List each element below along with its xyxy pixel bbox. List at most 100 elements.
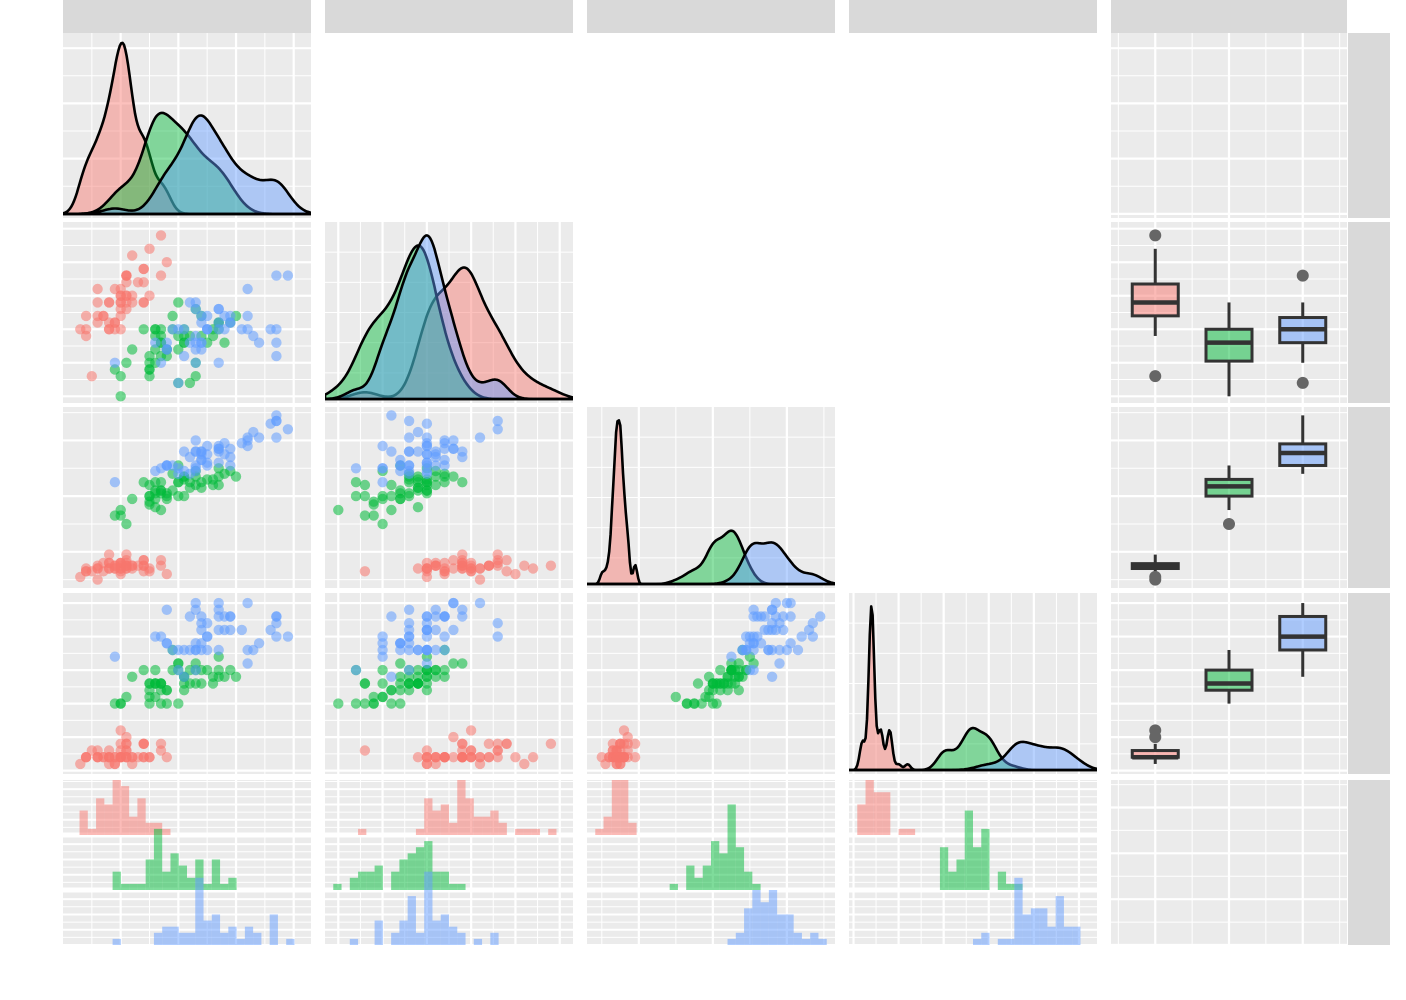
point-virginica xyxy=(161,638,172,649)
point-virginica xyxy=(421,644,433,656)
point-virginica xyxy=(448,624,459,636)
point-versicolor xyxy=(207,479,219,491)
point-setosa xyxy=(519,560,530,571)
point-setosa xyxy=(132,277,144,288)
boxplot-virginica xyxy=(1278,603,1328,677)
point-virginica xyxy=(190,638,201,649)
histogram-bar xyxy=(981,828,990,890)
point-versicolor xyxy=(155,488,167,499)
histogram-bar xyxy=(112,780,121,835)
histogram-bar xyxy=(96,798,105,835)
point-setosa xyxy=(448,555,459,566)
histogram-bar xyxy=(473,938,483,945)
point-setosa xyxy=(412,752,424,763)
point-setosa xyxy=(80,324,92,335)
histogram-bar xyxy=(228,926,237,945)
point-virginica xyxy=(457,451,468,463)
point-setosa xyxy=(103,297,115,308)
histogram-bar xyxy=(457,780,466,835)
histogram-virginica xyxy=(973,877,1081,945)
point-setosa xyxy=(115,324,126,335)
point-versicolor xyxy=(377,664,388,676)
point-versicolor xyxy=(144,499,155,510)
histogram-bar xyxy=(407,853,416,890)
point-virginica xyxy=(421,432,433,443)
point-virginica xyxy=(430,624,441,636)
point-virginica xyxy=(109,651,121,662)
point-virginica xyxy=(457,611,468,622)
panel-r3-c4 xyxy=(1111,593,1347,774)
point-setosa xyxy=(115,563,126,574)
histogram-bar xyxy=(548,828,557,835)
point-virginica xyxy=(196,317,207,328)
point-virginica xyxy=(807,631,818,642)
points-group xyxy=(333,597,557,770)
points-group xyxy=(75,597,294,770)
point-setosa xyxy=(92,310,103,322)
point-setosa xyxy=(103,563,115,574)
point-virginica xyxy=(242,440,253,452)
point-virginica xyxy=(774,644,785,656)
point-setosa xyxy=(155,555,167,566)
histogram-bar xyxy=(810,932,819,945)
point-virginica xyxy=(448,443,459,454)
point-setosa xyxy=(421,563,433,574)
point-virginica xyxy=(178,350,190,362)
histogram-bar xyxy=(440,871,449,890)
point-setosa xyxy=(474,563,486,574)
point-virginica xyxy=(421,418,433,429)
histogram-bar xyxy=(137,798,146,835)
point-setosa xyxy=(448,752,459,763)
histogram-bar xyxy=(1055,896,1064,945)
point-setosa xyxy=(501,566,512,577)
histogram-bar xyxy=(432,920,441,945)
histogram-bar xyxy=(473,816,483,835)
histogram-versicolor xyxy=(112,828,237,890)
point-virginica xyxy=(403,638,415,649)
histogram-bar xyxy=(333,883,342,890)
point-versicolor xyxy=(430,471,441,482)
histogram-bar xyxy=(211,859,221,890)
point-setosa xyxy=(421,745,433,756)
histogram-virginica xyxy=(349,871,499,945)
histogram-bar xyxy=(939,847,949,890)
point-virginica xyxy=(748,664,759,676)
point-virginica xyxy=(395,638,406,649)
point-virginica xyxy=(242,658,253,669)
point-setosa xyxy=(115,725,126,736)
point-virginica xyxy=(109,477,121,488)
histogram-bar xyxy=(228,877,237,890)
boxplot-versicolor xyxy=(1204,465,1254,530)
point-setosa xyxy=(465,725,477,736)
point-virginica xyxy=(403,468,415,479)
histogram-bar xyxy=(793,932,802,945)
histogram-bar xyxy=(203,883,212,890)
column-strip-petal-length xyxy=(587,0,835,33)
histogram-bar xyxy=(865,780,874,835)
histogram-bar xyxy=(178,865,187,890)
boxplot-outlier xyxy=(1223,517,1235,530)
point-versicolor xyxy=(184,482,196,493)
column-strip-petal-width xyxy=(849,0,1097,33)
histogram-bar xyxy=(424,798,433,835)
histogram-bar xyxy=(349,877,359,890)
point-versicolor xyxy=(377,678,388,689)
point-versicolor xyxy=(412,664,424,676)
point-virginica xyxy=(225,624,236,636)
point-virginica xyxy=(178,671,190,682)
point-virginica xyxy=(271,415,282,427)
histogram-bar xyxy=(498,822,507,835)
histogram-bar xyxy=(964,810,973,890)
point-setosa xyxy=(596,752,607,763)
histogram-bar xyxy=(997,871,1007,890)
histogram-bar xyxy=(162,828,171,835)
point-versicolor xyxy=(127,493,138,505)
histogram-bar xyxy=(153,828,163,890)
histogram-bar xyxy=(104,804,113,835)
point-virginica xyxy=(213,443,224,454)
point-versicolor xyxy=(359,678,371,689)
points-group xyxy=(333,410,557,585)
point-virginica xyxy=(242,310,253,322)
point-versicolor xyxy=(377,490,388,502)
point-versicolor xyxy=(173,344,184,355)
